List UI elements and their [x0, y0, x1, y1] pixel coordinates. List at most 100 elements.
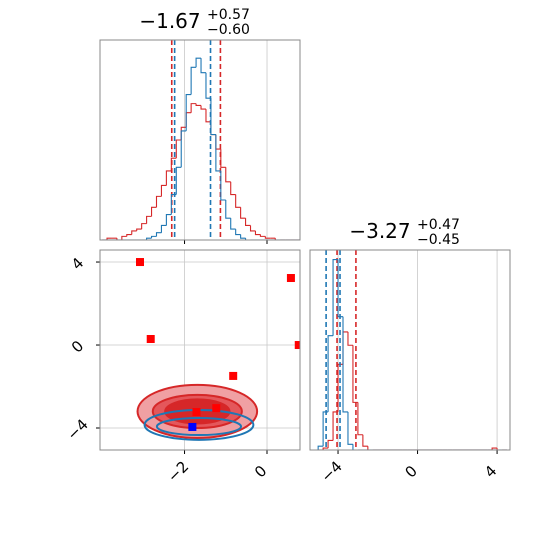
point	[212, 404, 221, 413]
hist-bin	[225, 167, 231, 183]
hist-bin	[240, 234, 246, 239]
hist-bin	[210, 121, 216, 136]
hist-bin	[155, 195, 162, 208]
hist-bin	[165, 213, 172, 226]
hist-bin	[180, 126, 187, 140]
hist-bin	[259, 234, 266, 237]
panel-title: −1.67	[139, 9, 200, 33]
hist-bin	[357, 402, 363, 436]
hist-bin	[136, 228, 142, 231]
hist-bin	[264, 236, 271, 239]
hist-bin	[230, 218, 236, 230]
panel-title: −3.27	[349, 219, 410, 243]
hist-bin	[210, 98, 216, 136]
hist-bin	[200, 58, 206, 74]
point	[188, 422, 197, 431]
y-tick-label: 0	[68, 337, 87, 356]
hist-bin	[205, 72, 211, 99]
x-tick-label: −4	[317, 457, 345, 485]
hist-bin	[230, 181, 236, 196]
hist-bin	[322, 447, 329, 450]
hist-bin	[180, 130, 187, 168]
hist-bin	[160, 224, 167, 233]
hist-bin	[150, 206, 157, 217]
hist-bin	[240, 207, 246, 219]
hist-bin	[170, 157, 177, 171]
x-tick-label: 0	[251, 462, 270, 481]
hist-bin	[496, 448, 503, 450]
hist-bin	[367, 446, 373, 450]
hist-bin	[121, 235, 127, 240]
title-sup: +0.57	[207, 7, 250, 23]
point	[146, 335, 155, 344]
hist-bin	[491, 447, 498, 450]
hist-bin	[116, 238, 122, 240]
point	[286, 274, 295, 283]
hist-bin	[185, 93, 192, 131]
hist-bin	[332, 258, 339, 336]
hist-bin	[347, 331, 353, 346]
title-sup: +0.47	[417, 217, 460, 233]
hist-bin	[160, 184, 167, 197]
hist-bin	[155, 232, 162, 237]
x-tick-label: −2	[164, 457, 192, 485]
hist-bin	[327, 439, 334, 449]
hist-bin	[249, 225, 256, 232]
hist-bin	[190, 103, 197, 113]
hist-bin	[200, 105, 206, 110]
hist-bin	[126, 233, 132, 237]
hist-bin	[185, 112, 192, 128]
hist-bin	[327, 335, 334, 412]
hist-bin	[352, 444, 358, 450]
y-tick-label: −4	[63, 415, 91, 443]
hist-bin	[274, 238, 281, 240]
x-tick-label: 0	[401, 462, 420, 481]
panel-frame	[99, 39, 301, 241]
hist-bin	[146, 215, 152, 224]
hist-bin	[146, 237, 152, 240]
hist-bin	[215, 134, 221, 172]
hist-bin	[220, 149, 226, 168]
hist-bin	[220, 170, 226, 201]
hist-bin	[245, 238, 251, 240]
hist-bin	[337, 363, 344, 412]
hist-bin	[106, 237, 112, 240]
hist-bin	[225, 200, 231, 219]
hist-bin	[245, 218, 251, 227]
panel-frame	[99, 249, 301, 451]
panel-frame	[309, 249, 511, 451]
title-sub: −0.45	[417, 232, 460, 248]
point	[294, 341, 300, 350]
hist-bin	[342, 331, 348, 365]
hist-bin	[141, 223, 147, 230]
hist-bin	[342, 316, 348, 413]
hist-bin	[347, 411, 353, 445]
point	[229, 371, 238, 380]
panel	[102, 40, 300, 240]
point	[136, 258, 144, 267]
hist-bin	[131, 230, 137, 235]
x-tick-label: 4	[481, 462, 500, 481]
hist-bin	[254, 230, 261, 236]
hist-bin	[175, 166, 182, 195]
panel	[100, 250, 300, 450]
hist-bin	[195, 103, 202, 107]
contour	[155, 417, 243, 437]
hist-bin	[195, 57, 202, 68]
y-tick-label: 4	[68, 254, 87, 273]
title-value: −1.67	[139, 9, 200, 33]
hist-bin	[165, 170, 172, 186]
hist-bin	[190, 66, 197, 95]
point	[192, 408, 201, 417]
hist-bin	[337, 259, 344, 318]
hist-bin	[235, 194, 241, 208]
panel	[317, 250, 508, 450]
hist-bin	[362, 434, 368, 447]
hist-bin	[235, 229, 241, 236]
title-value: −3.27	[349, 219, 410, 243]
hist-bin	[317, 445, 324, 450]
title-sub: −0.60	[207, 22, 250, 38]
hist-bin	[205, 109, 211, 123]
hist-bin	[175, 139, 182, 159]
